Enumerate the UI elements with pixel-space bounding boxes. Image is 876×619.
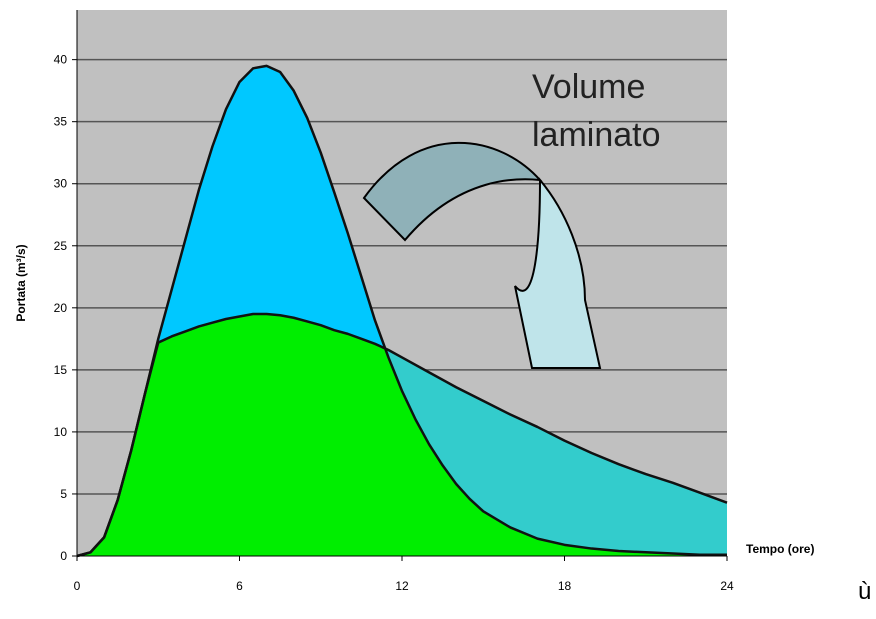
- arrow-head-part: [514, 177, 602, 369]
- inflow-line: [76, 64, 727, 558]
- y-tick-label: 40: [54, 53, 68, 67]
- y-tick-label: 0: [60, 549, 67, 563]
- areas: [77, 65, 727, 556]
- outflow-excess-area: [77, 314, 727, 556]
- x-tick-label: 18: [558, 579, 572, 593]
- x-tick-label: 6: [236, 579, 243, 593]
- x-tick-label: 12: [395, 579, 409, 593]
- outflow-line: [76, 312, 728, 558]
- annotation-line-2: laminato: [532, 116, 661, 154]
- outflow-area: [77, 314, 727, 556]
- series-lines: [76, 64, 728, 558]
- y-tick-label: 30: [54, 177, 68, 191]
- y-tick-label: 20: [54, 301, 68, 315]
- y-axis-title: Portata (m³/s): [14, 244, 28, 321]
- y-tick-label: 25: [54, 239, 68, 253]
- x-tick-label: 0: [74, 579, 81, 593]
- x-axis-title: Tempo (ore): [746, 542, 814, 556]
- annotation-line-1: Volume: [532, 68, 645, 106]
- y-tick-label: 5: [60, 487, 67, 501]
- arrow-tail-part: [362, 141, 543, 242]
- stray-character: ù: [858, 578, 872, 605]
- tick-labels: 0 5 10 15 20 25 30 35 40 0 6 12 18 24: [54, 53, 734, 593]
- x-tick-label: 24: [720, 579, 734, 593]
- y-tick-label: 15: [54, 363, 68, 377]
- curved-arrow: [362, 141, 602, 369]
- y-tick-label: 35: [54, 115, 68, 129]
- inflow-area: [77, 65, 727, 556]
- y-tick-label: 10: [54, 425, 68, 439]
